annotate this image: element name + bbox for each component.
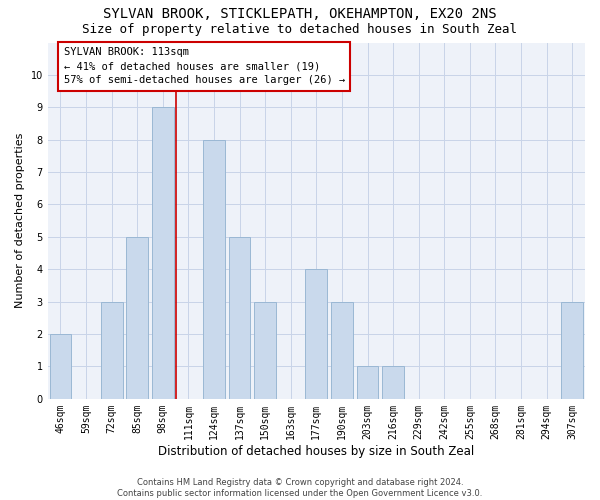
Bar: [50, 334, 71, 399]
Bar: [203, 140, 225, 399]
Bar: [152, 108, 173, 399]
Text: SYLVAN BROOK: 113sqm
← 41% of detached houses are smaller (19)
57% of semi-detac: SYLVAN BROOK: 113sqm ← 41% of detached h…: [64, 48, 345, 86]
Text: SYLVAN BROOK, STICKLEPATH, OKEHAMPTON, EX20 2NS: SYLVAN BROOK, STICKLEPATH, OKEHAMPTON, E…: [103, 8, 497, 22]
X-axis label: Distribution of detached houses by size in South Zeal: Distribution of detached houses by size …: [158, 444, 475, 458]
Y-axis label: Number of detached properties: Number of detached properties: [15, 133, 25, 308]
Bar: [101, 302, 122, 399]
Bar: [356, 366, 379, 399]
Bar: [562, 302, 583, 399]
Text: Contains HM Land Registry data © Crown copyright and database right 2024.
Contai: Contains HM Land Registry data © Crown c…: [118, 478, 482, 498]
Bar: [382, 366, 404, 399]
Bar: [127, 237, 148, 399]
Bar: [254, 302, 276, 399]
Text: Size of property relative to detached houses in South Zeal: Size of property relative to detached ho…: [83, 22, 517, 36]
Bar: [229, 237, 250, 399]
Bar: [331, 302, 353, 399]
Bar: [305, 270, 327, 399]
